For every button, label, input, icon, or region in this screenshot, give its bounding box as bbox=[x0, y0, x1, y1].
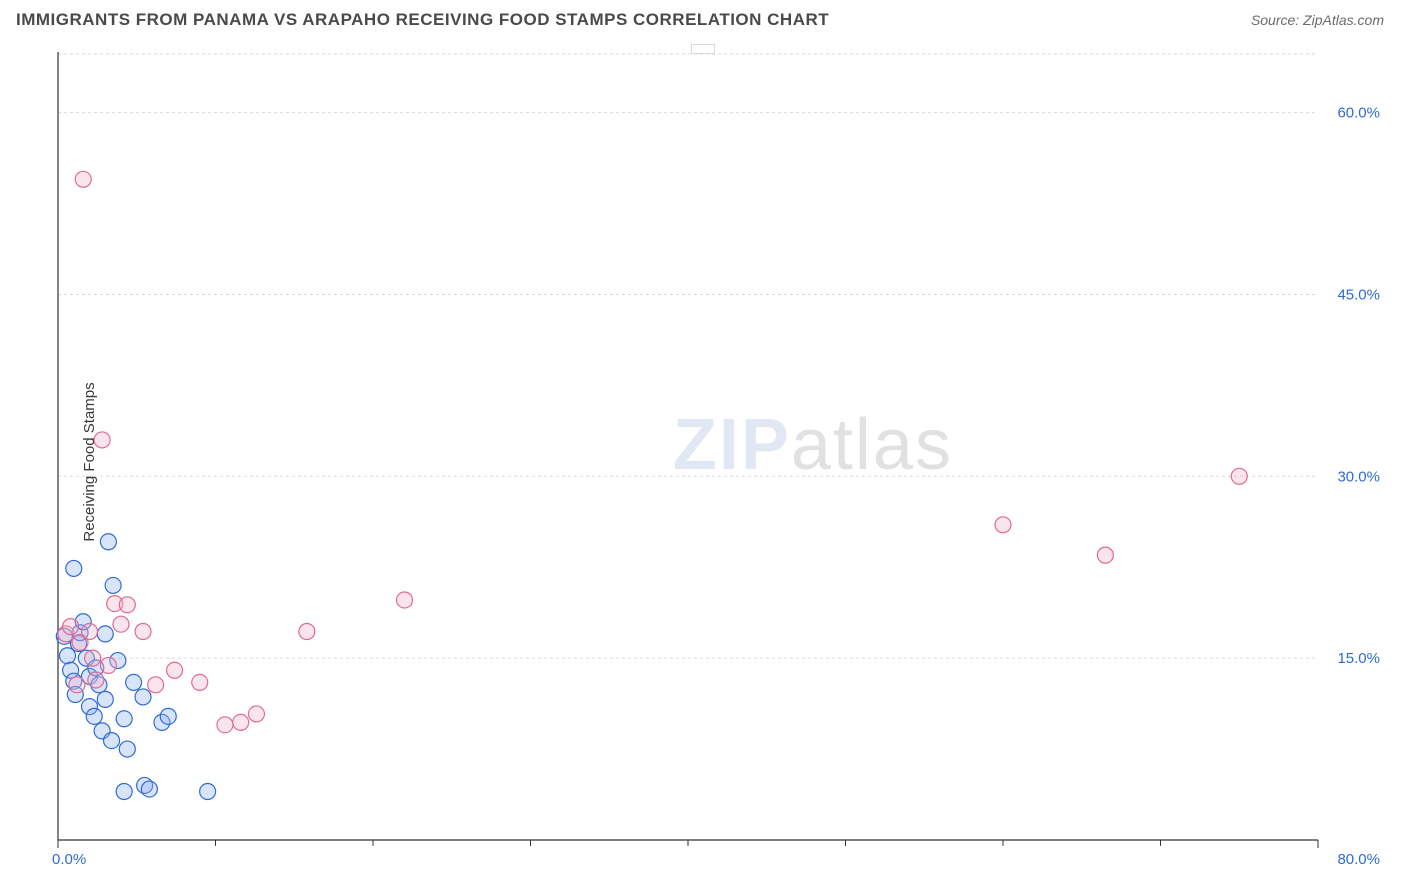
data-point bbox=[141, 781, 157, 797]
data-point bbox=[104, 733, 120, 749]
y-axis-label: Receiving Food Stamps bbox=[81, 382, 98, 541]
chart-title: IMMIGRANTS FROM PANAMA VS ARAPAHO RECEIV… bbox=[16, 10, 829, 30]
data-point bbox=[135, 623, 151, 639]
x-tick-label: 0.0% bbox=[52, 851, 86, 868]
scatter-chart: 0.0% 80.0% 15.0% 30.0% 45.0% 60.0% bbox=[16, 44, 1390, 880]
data-point bbox=[116, 784, 132, 800]
data-point bbox=[97, 691, 113, 707]
x-tick-label: 80.0% bbox=[1337, 851, 1380, 868]
y-tick-label: 15.0% bbox=[1337, 650, 1380, 667]
data-point bbox=[200, 784, 216, 800]
data-point bbox=[100, 657, 116, 673]
data-point bbox=[86, 708, 102, 724]
data-point bbox=[88, 672, 104, 688]
y-tick-label: 60.0% bbox=[1337, 105, 1380, 122]
data-point bbox=[126, 674, 142, 690]
data-point bbox=[119, 597, 135, 613]
data-point bbox=[105, 577, 121, 593]
data-point bbox=[85, 650, 101, 666]
data-point bbox=[1231, 468, 1247, 484]
data-point bbox=[100, 534, 116, 550]
data-point bbox=[113, 616, 129, 632]
y-tick-label: 45.0% bbox=[1337, 286, 1380, 303]
source-attribution: Source: ZipAtlas.com bbox=[1251, 12, 1384, 28]
data-point bbox=[66, 560, 82, 576]
y-tick-label: 30.0% bbox=[1337, 468, 1380, 485]
data-point bbox=[97, 626, 113, 642]
data-point bbox=[248, 706, 264, 722]
data-point bbox=[217, 717, 233, 733]
data-point bbox=[69, 677, 85, 693]
data-point bbox=[192, 674, 208, 690]
data-point bbox=[299, 623, 315, 639]
data-point bbox=[233, 714, 249, 730]
data-point bbox=[135, 689, 151, 705]
data-point bbox=[995, 517, 1011, 533]
data-point bbox=[148, 677, 164, 693]
data-point bbox=[167, 662, 183, 678]
data-point bbox=[160, 708, 176, 724]
data-point bbox=[75, 171, 91, 187]
data-point bbox=[116, 711, 132, 727]
data-point bbox=[82, 623, 98, 639]
data-point bbox=[119, 741, 135, 757]
data-point bbox=[1097, 547, 1113, 563]
data-point bbox=[63, 619, 79, 635]
chart-container: Receiving Food Stamps 0.0% 80.0% 15.0% 30.0… bbox=[16, 44, 1390, 880]
data-point bbox=[397, 592, 413, 608]
correlation-legend bbox=[691, 44, 715, 54]
